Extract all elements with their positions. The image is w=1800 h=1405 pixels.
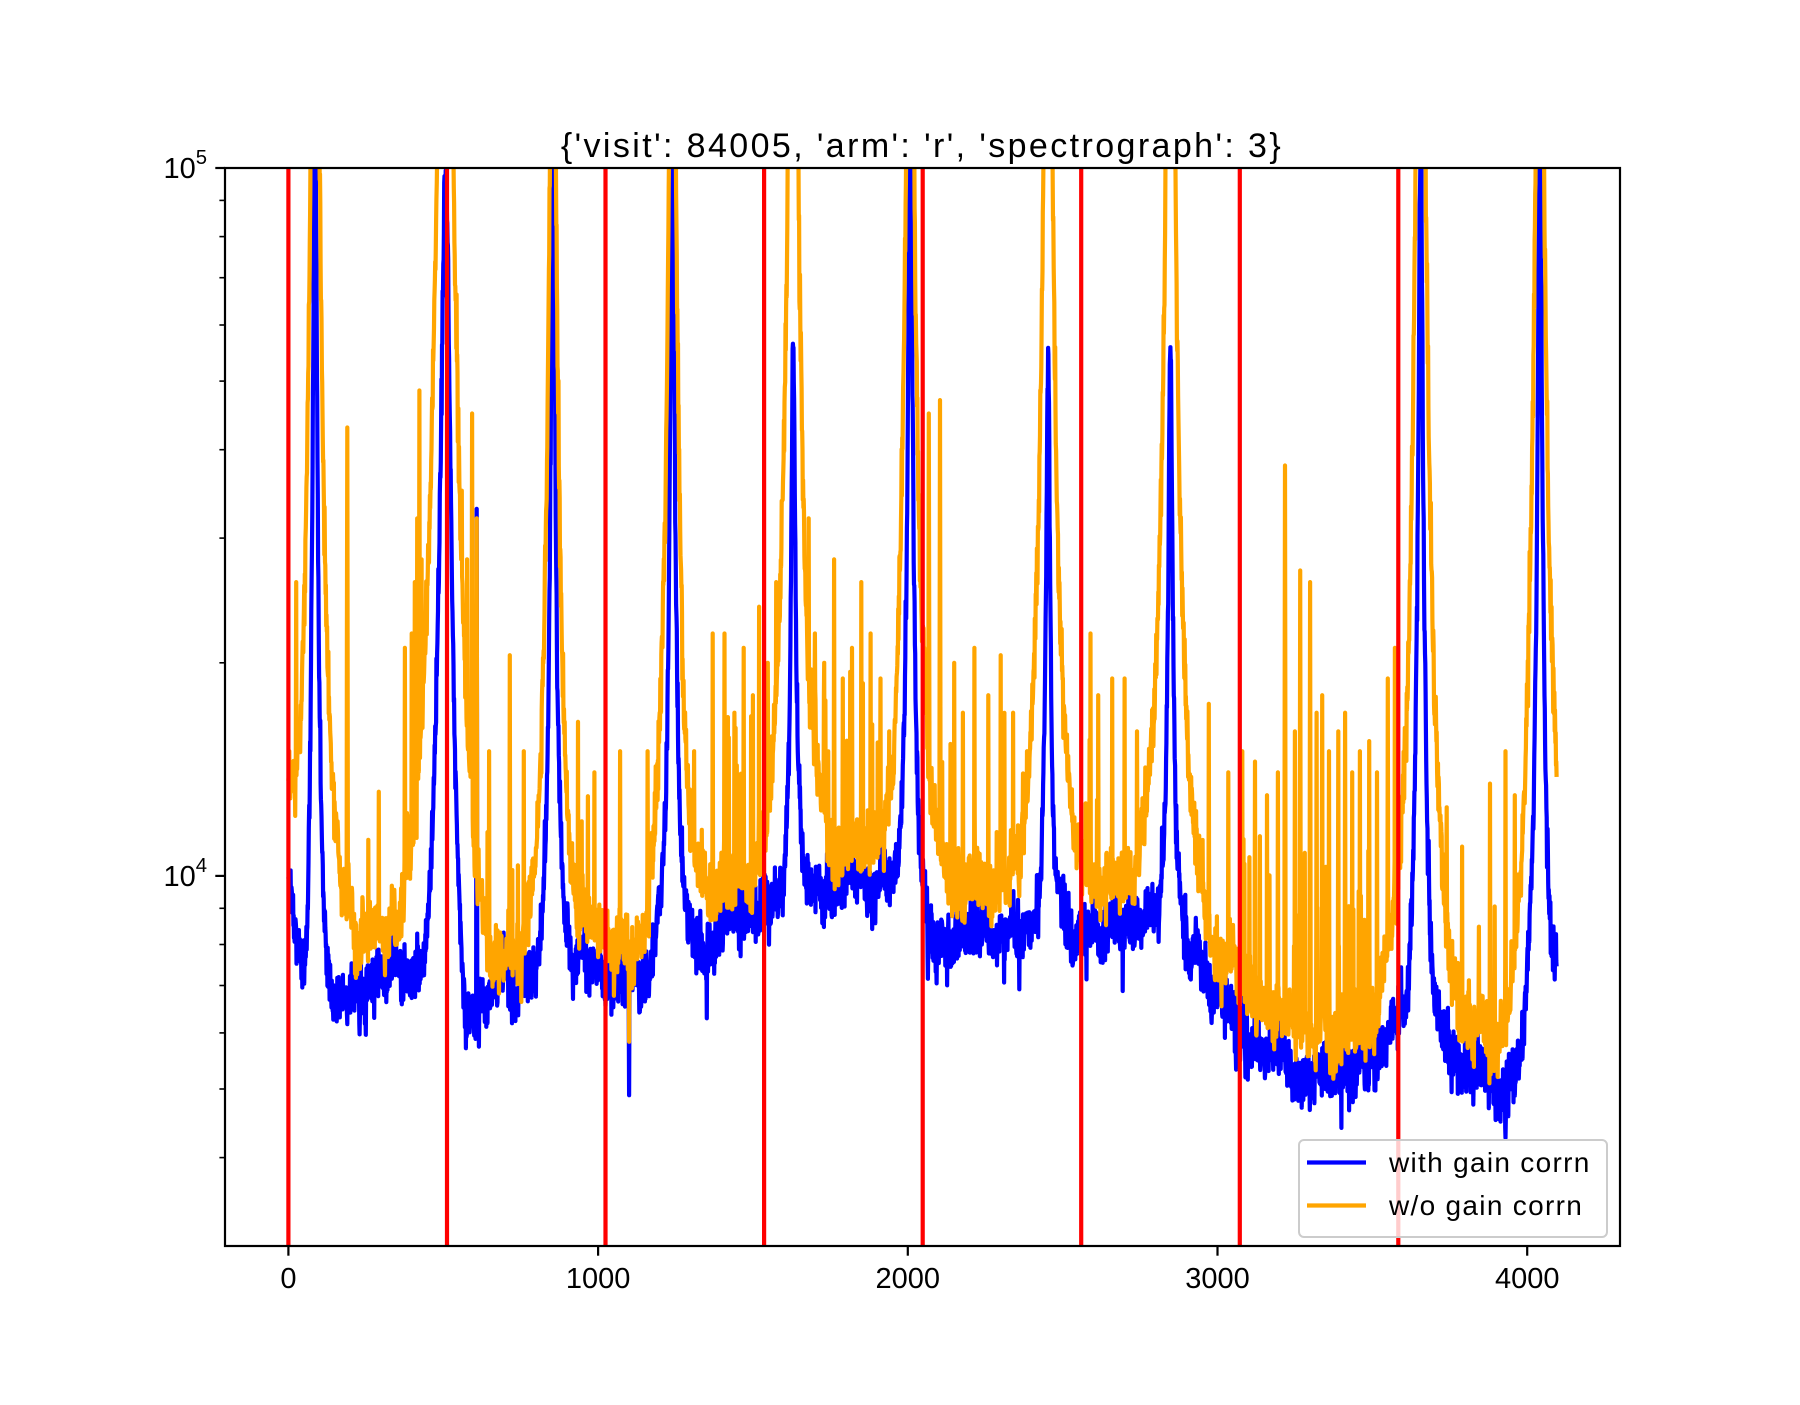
svg-text:with gain corrn: with gain corrn	[1388, 1147, 1591, 1178]
svg-text:1000: 1000	[566, 1263, 631, 1295]
svg-text:w/o gain corrn: w/o gain corrn	[1388, 1190, 1583, 1221]
svg-text:0: 0	[280, 1263, 296, 1295]
svg-text:{'visit': 84005, 'arm': 'r', ': {'visit': 84005, 'arm': 'r', 'spectrogra…	[561, 127, 1283, 165]
svg-text:4000: 4000	[1495, 1263, 1560, 1295]
svg-text:3000: 3000	[1185, 1263, 1250, 1295]
svg-text:2000: 2000	[876, 1263, 941, 1295]
